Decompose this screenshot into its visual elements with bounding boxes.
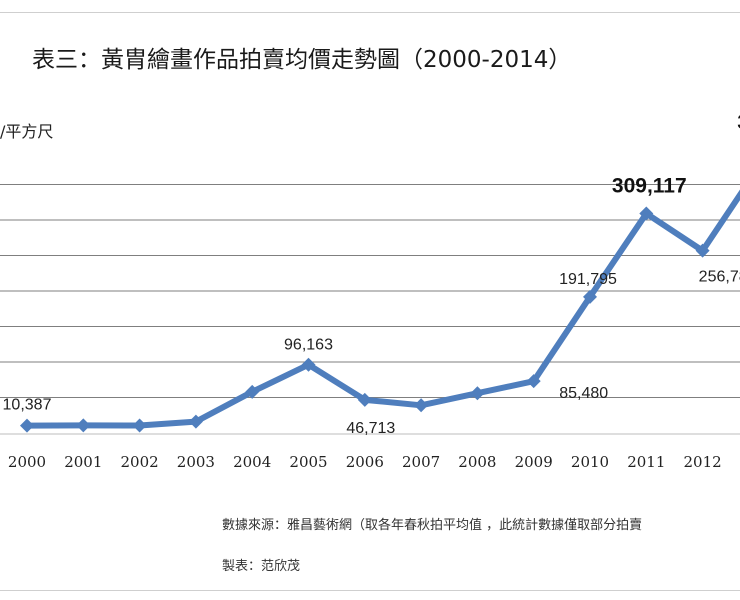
x-tick-label: 2001 <box>64 453 102 471</box>
data-markers <box>20 206 710 433</box>
top-rule <box>0 12 740 13</box>
x-tick-label: 2011 <box>627 453 665 471</box>
x-axis-ticks: 2000 2001 2002 2003 2004 2005 2006 2007 2008 2009… <box>8 453 740 471</box>
data-value-label: 37 <box>737 111 740 134</box>
y-axis-unit-label: /平方尺 <box>0 122 54 141</box>
bottom-rule <box>0 590 740 591</box>
data-value-label: 96,163 <box>284 337 333 354</box>
x-tick-label: 2008 <box>458 453 496 471</box>
data-point-marker <box>526 374 541 389</box>
x-tick-label: 2005 <box>289 453 327 471</box>
data-value-label: 256,783 <box>699 269 740 286</box>
x-tick-label: 2010 <box>571 453 609 471</box>
data-point-marker <box>357 392 372 407</box>
data-point-marker <box>470 386 485 401</box>
data-point-marker <box>639 206 654 221</box>
chart-maker-note: 製表：范欣茂 <box>222 559 301 574</box>
data-value-label: 46,713 <box>346 420 395 437</box>
data-value-label: 10,387 <box>3 397 52 414</box>
data-value-label: 309,117 <box>612 175 687 198</box>
gridlines <box>0 184 740 435</box>
data-point-marker <box>414 398 429 413</box>
data-point-marker <box>583 289 597 304</box>
x-tick-label: 2003 <box>177 453 215 471</box>
data-point-marker <box>301 357 316 372</box>
data-labels: 10,387 96,163 46,713 85,480 191,795 309,117 25… <box>3 111 740 437</box>
chart-title: 表三：黃胄繪畫作品拍賣均價走勢圖（2000-2014） <box>32 47 572 73</box>
x-tick-label: 2007 <box>402 453 440 471</box>
x-tick-label: 2002 <box>121 453 159 471</box>
data-point-marker <box>188 414 203 429</box>
data-point-marker <box>76 418 91 433</box>
data-source-note: 數據來源：雅昌藝術網（取各年春秋拍平均值 ，此統計數據僅取部分拍賣 <box>222 518 643 533</box>
x-tick-label: 2000 <box>8 453 46 471</box>
data-value-label: 191,795 <box>559 271 617 288</box>
data-point-marker <box>20 418 34 433</box>
data-value-label: 85,480 <box>559 385 608 402</box>
series-polyline <box>24 189 740 429</box>
x-tick-label: 2006 <box>346 453 384 471</box>
data-point-marker <box>245 384 260 399</box>
x-tick-label: 2009 <box>515 453 553 471</box>
x-tick-label: 2012 <box>684 453 722 471</box>
data-point-marker <box>132 418 147 433</box>
x-tick-label: 2004 <box>233 453 271 471</box>
data-point-marker <box>695 243 710 258</box>
series-line <box>24 189 740 429</box>
